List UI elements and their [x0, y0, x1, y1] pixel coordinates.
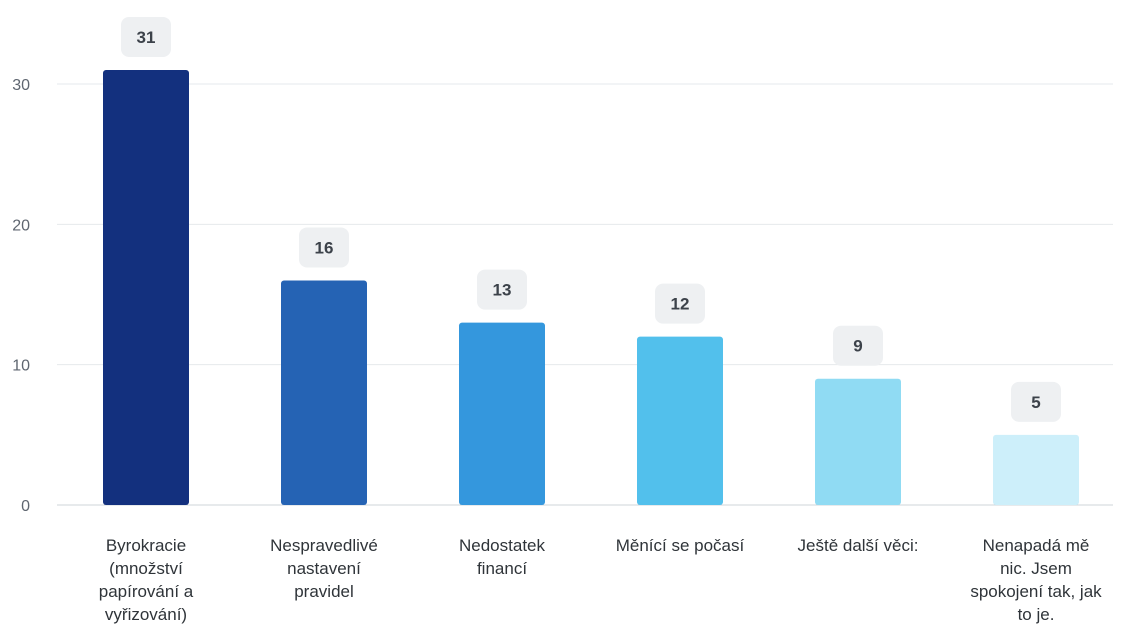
value-labels: 31 16 13 12 9 5 [121, 16, 1061, 422]
x-tick-label-line: financí [477, 559, 527, 578]
x-tick-label-line: Byrokracie [106, 536, 186, 555]
value-badge [477, 269, 527, 310]
data-label: 5 [1031, 393, 1040, 412]
bar [637, 336, 723, 505]
data-label: 12 [671, 295, 690, 314]
y-axis: 0 10 20 30 [12, 77, 30, 515]
x-tick-label-line: Ještě další věci: [798, 536, 919, 555]
x-tick-label-line: (množství [109, 559, 183, 578]
grid-lines [57, 83, 1113, 506]
data-label: 13 [493, 281, 512, 300]
x-tick-label-line: Nespravedlivé [270, 536, 378, 555]
bars [103, 69, 1079, 505]
x-tick-label: Nespravedlivé nastavení pravidel [270, 536, 378, 601]
x-tick-label-line: papírování a [99, 582, 194, 601]
x-tick-label-line: spokojení tak, jak [970, 582, 1102, 601]
y-tick-label: 20 [12, 217, 30, 234]
bar [281, 280, 367, 505]
bar [993, 434, 1079, 505]
x-tick-label-line: nic. Jsem [1000, 559, 1072, 578]
value-badge [833, 325, 883, 366]
data-label: 31 [137, 28, 156, 47]
value-badge [299, 227, 349, 268]
x-tick-label-line: Nenapadá mě [983, 536, 1090, 555]
value-badge [1011, 381, 1061, 422]
data-label: 9 [853, 337, 862, 356]
y-tick-label: 30 [12, 77, 30, 94]
bar [459, 322, 545, 505]
bar [103, 69, 189, 505]
x-axis: Byrokracie (množství papírování a vyřizován… [99, 536, 1102, 624]
bar [815, 378, 901, 505]
x-tick-label-line: vyřizování) [105, 605, 187, 624]
x-tick-label: Nenapadá mě nic. Jsem spokojení tak, jak to… [970, 536, 1102, 624]
x-tick-label-line: Měnící se počasí [616, 536, 745, 555]
y-tick-label: 10 [12, 358, 30, 375]
x-tick-label: Měnící se počasí [616, 536, 745, 555]
y-tick-label: 0 [21, 498, 30, 515]
x-tick-label: Ještě další věci: [798, 536, 919, 555]
x-tick-label-line: Nedostatek [459, 536, 545, 555]
x-tick-label: Byrokracie (množství papírování a vyřizován… [99, 536, 194, 624]
x-tick-label-line: pravidel [294, 582, 354, 601]
value-badge [121, 16, 171, 57]
data-label: 16 [315, 238, 334, 257]
value-badge [655, 283, 705, 324]
x-tick-label-line: to je. [1018, 605, 1055, 624]
x-tick-label-line: nastavení [287, 559, 361, 578]
x-tick-label: Nedostatek financí [459, 536, 545, 578]
